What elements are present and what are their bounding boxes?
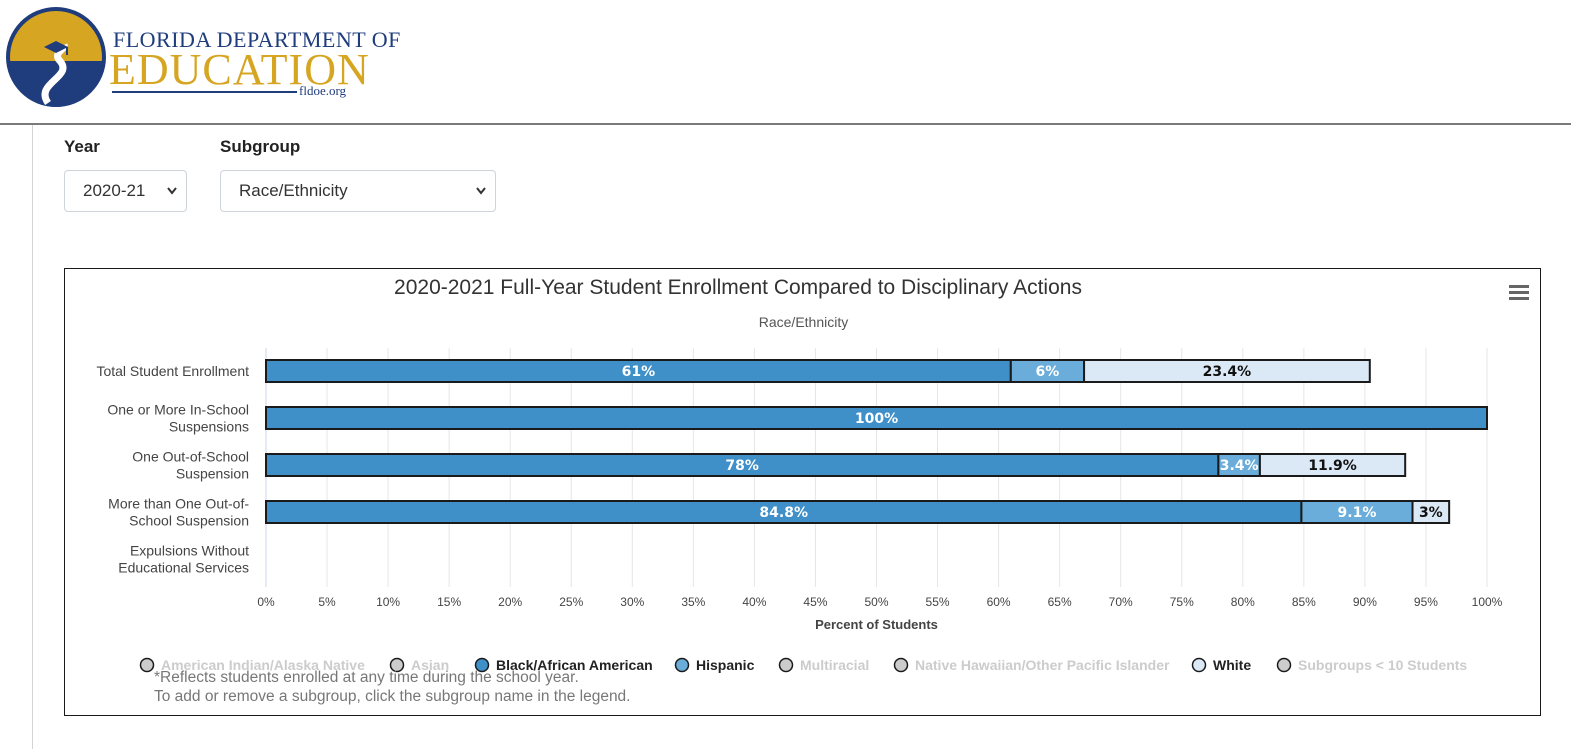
chart-title: 2020-2021 Full-Year Student Enrollment C…: [394, 276, 1082, 299]
subgroup-label: Subgroup: [220, 137, 301, 156]
logo-emblem-icon: [6, 7, 106, 107]
subgroup-select[interactable]: Race/Ethnicity: [220, 170, 496, 212]
logo-url: fldoe.org: [299, 83, 347, 98]
chart-footnote: *Reflects students enrolled at any time …: [154, 669, 579, 686]
year-label: Year: [64, 137, 100, 156]
content-left-border: [32, 125, 33, 749]
logo-line1: FLORIDA DEPARTMENT OF: [113, 27, 401, 52]
chart-menu-button[interactable]: [1509, 285, 1529, 301]
subgroup-select-value: Race/Ethnicity: [239, 181, 348, 200]
chevron-down-icon: [167, 187, 177, 195]
fldoe-logo[interactable]: FLORIDA DEPARTMENT OF EDUCATION fldoe.or…: [4, 5, 400, 109]
chevron-down-icon: [476, 187, 486, 195]
year-select-value: 2020-21: [83, 181, 146, 200]
chart-instructions: To add or remove a subgroup, click the s…: [154, 688, 631, 705]
logo-underline: [112, 91, 297, 93]
site-header: FLORIDA DEPARTMENT OF EDUCATION fldoe.or…: [0, 0, 1571, 125]
chart-container: [64, 268, 1541, 716]
logo-line2: EDUCATION: [109, 45, 370, 94]
year-select[interactable]: 2020-21: [64, 170, 187, 212]
chart-subtitle: Race/Ethnicity: [758, 314, 849, 330]
